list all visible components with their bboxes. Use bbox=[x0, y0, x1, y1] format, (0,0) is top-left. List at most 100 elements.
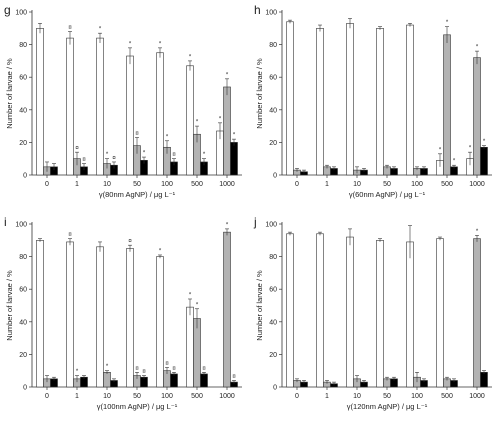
x-tick-label: 10 bbox=[353, 393, 361, 400]
significance-marker: * bbox=[143, 151, 146, 157]
bar-white-500 bbox=[186, 65, 194, 176]
significance-marker: ¤ bbox=[135, 131, 138, 137]
y-tick-label: 40 bbox=[269, 107, 277, 114]
significance-marker: ¤ bbox=[202, 366, 205, 372]
significance-marker: ¤ bbox=[172, 152, 175, 158]
x-tick-label: 50 bbox=[383, 181, 391, 188]
bar-grey-1000 bbox=[473, 57, 481, 176]
bar-white-1 bbox=[66, 241, 74, 388]
bar-white-1 bbox=[316, 233, 324, 388]
bar-white-50 bbox=[126, 55, 134, 176]
y-tick-label: 100 bbox=[15, 222, 27, 229]
x-tick-label: 1000 bbox=[469, 181, 485, 188]
significance-marker: * bbox=[453, 159, 456, 165]
bar-white-10 bbox=[96, 246, 104, 388]
bar-black-1000 bbox=[480, 372, 488, 388]
chart-panel-j: j 0 20 40 60 80 100 Number of larvae / % 0 1 10 50 1… bbox=[253, 215, 492, 411]
x-tick-label: 0 bbox=[295, 393, 299, 400]
significance-marker: * bbox=[446, 20, 449, 26]
y-tick-label: 40 bbox=[19, 319, 27, 326]
significance-marker: ¤ bbox=[112, 155, 115, 161]
x-axis-label: γ(80nm AgNP) / μg L⁻¹ bbox=[99, 190, 176, 199]
y-tick-label: 80 bbox=[19, 42, 27, 49]
significance-marker: * bbox=[226, 72, 229, 78]
bar-white-10 bbox=[96, 37, 104, 176]
significance-marker: * bbox=[483, 139, 486, 145]
x-tick-label: 1000 bbox=[469, 393, 485, 400]
x-tick-label: 0 bbox=[45, 393, 49, 400]
bar-white-0 bbox=[286, 233, 294, 388]
y-tick-label: 40 bbox=[19, 107, 27, 114]
y-tick-label: 60 bbox=[269, 287, 277, 294]
y-tick-label: 0 bbox=[23, 173, 27, 180]
significance-marker: * bbox=[219, 116, 222, 122]
x-axis-label: γ(120nm AgNP) / μg L⁻¹ bbox=[347, 402, 428, 411]
significance-marker: * bbox=[476, 229, 479, 235]
y-tick-label: 0 bbox=[273, 385, 277, 392]
x-tick-label: 1 bbox=[75, 393, 79, 400]
bar-white-0 bbox=[286, 21, 294, 176]
x-tick-label: 10 bbox=[103, 181, 111, 188]
bar-black-1000 bbox=[230, 142, 238, 176]
x-tick-label: 500 bbox=[441, 393, 453, 400]
bar-white-50 bbox=[126, 248, 134, 388]
significance-marker: * bbox=[196, 302, 199, 308]
bar-black-500 bbox=[200, 373, 208, 388]
bar-grey-1000 bbox=[223, 231, 231, 388]
significance-marker: * bbox=[159, 248, 162, 254]
significance-marker: * bbox=[226, 222, 229, 228]
x-tick-label: 1000 bbox=[219, 181, 235, 188]
significance-marker: * bbox=[203, 152, 206, 158]
x-tick-label: 500 bbox=[191, 393, 203, 400]
significance-marker: ¤ bbox=[165, 361, 168, 367]
significance-marker: ¤ bbox=[232, 374, 235, 380]
x-tick-label: 10 bbox=[353, 181, 361, 188]
x-tick-label: 1 bbox=[325, 393, 329, 400]
y-axis-label: Number of larvae / % bbox=[255, 58, 264, 129]
bar-grey-1000 bbox=[223, 86, 231, 176]
bar-white-10 bbox=[346, 23, 354, 176]
panel-label: h bbox=[254, 3, 261, 17]
bar-black-100 bbox=[170, 373, 178, 388]
x-tick-label: 100 bbox=[161, 393, 173, 400]
bar-white-50 bbox=[376, 239, 384, 388]
y-tick-label: 0 bbox=[23, 385, 27, 392]
x-axis-label: γ(100nm AgNP) / μg L⁻¹ bbox=[97, 402, 178, 411]
panel-label: g bbox=[4, 3, 11, 17]
bar-white-1 bbox=[316, 27, 324, 176]
bar-grey-500 bbox=[193, 318, 201, 388]
y-axis-label: Number of larvae / % bbox=[255, 270, 264, 341]
x-tick-label: 0 bbox=[295, 181, 299, 188]
significance-marker: * bbox=[196, 120, 199, 126]
x-tick-label: 100 bbox=[411, 393, 423, 400]
x-tick-label: 1 bbox=[325, 181, 329, 188]
y-tick-label: 20 bbox=[269, 140, 277, 147]
significance-marker: * bbox=[99, 27, 102, 33]
bar-black-1000 bbox=[480, 146, 488, 176]
x-tick-label: 500 bbox=[441, 181, 453, 188]
significance-marker: * bbox=[159, 41, 162, 47]
significance-marker: * bbox=[439, 147, 442, 153]
y-axis-label: Number of larvae / % bbox=[5, 58, 14, 129]
y-tick-label: 0 bbox=[273, 173, 277, 180]
bar-white-50 bbox=[376, 27, 384, 176]
x-tick-label: 1000 bbox=[219, 393, 235, 400]
bar-white-100 bbox=[156, 52, 164, 176]
significance-marker: * bbox=[476, 45, 479, 51]
significance-marker: * bbox=[129, 41, 132, 47]
significance-marker: * bbox=[106, 364, 109, 370]
x-tick-label: 0 bbox=[45, 181, 49, 188]
y-tick-label: 80 bbox=[19, 254, 27, 261]
chart-panel-g: g 0 20 40 60 80 100 Number of larvae / % 0 1 10 50 1… bbox=[4, 3, 242, 199]
bar-white-100 bbox=[156, 256, 164, 388]
y-tick-label: 80 bbox=[269, 42, 277, 49]
significance-marker: ¤ bbox=[68, 232, 71, 238]
y-tick-label: 80 bbox=[269, 254, 277, 261]
significance-marker: ¤ bbox=[75, 146, 78, 152]
panel-label: j bbox=[253, 215, 257, 229]
x-tick-label: 100 bbox=[411, 181, 423, 188]
bar-white-0 bbox=[36, 27, 44, 176]
x-tick-label: 50 bbox=[133, 393, 141, 400]
significance-marker: ¤ bbox=[68, 25, 71, 31]
significance-marker: ¤ bbox=[135, 366, 138, 372]
